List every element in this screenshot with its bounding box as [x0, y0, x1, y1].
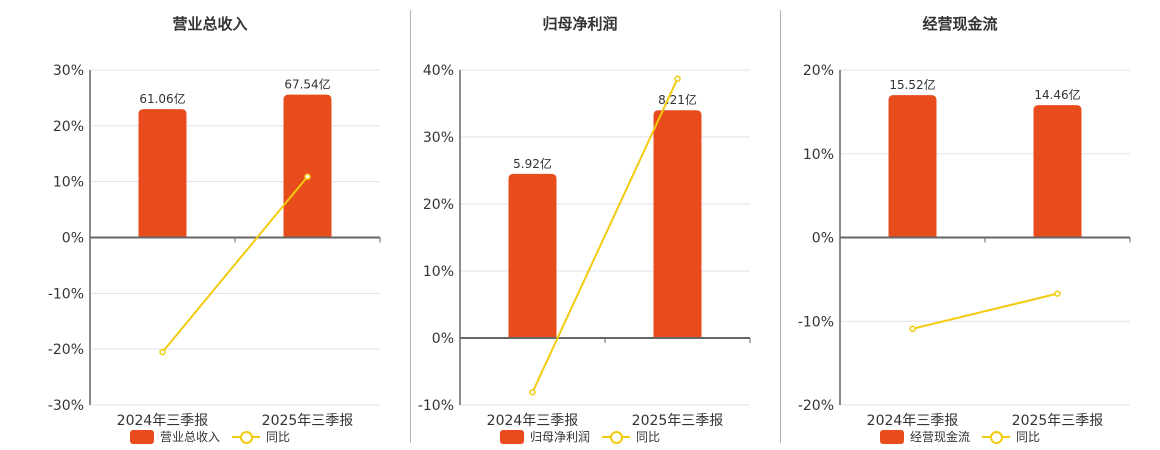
y-tick-label: 0%	[432, 331, 454, 347]
y-tick-label: 20%	[803, 63, 834, 79]
y-tick-label: -20%	[48, 342, 84, 358]
chart-title: 归母净利润	[542, 15, 618, 33]
legend-line-label[interactable]: 同比	[636, 430, 661, 444]
x-category-label: 2025年三季报	[1012, 413, 1104, 429]
legend-line-label[interactable]: 同比	[266, 430, 291, 444]
yoy-line	[161, 176, 309, 353]
y-tick-label: -10%	[798, 314, 834, 330]
legend-line-marker-icon[interactable]	[232, 430, 260, 444]
bar	[283, 94, 332, 238]
y-tick-label: -30%	[48, 398, 84, 414]
bar	[138, 109, 187, 238]
legend-bar-label[interactable]: 归母净利润	[529, 430, 590, 444]
bar-value-label: 8.21亿	[658, 92, 697, 107]
yoy-point-icon	[159, 348, 166, 356]
y-tick-label: 30%	[53, 63, 84, 79]
legend-bar-swatch-icon[interactable]	[499, 429, 524, 444]
legend-bar-label[interactable]: 经营现金流	[909, 430, 970, 444]
x-category-label: 2024年三季报	[117, 413, 209, 429]
chart-panel-revenue: 营业总收入 30% 20% 10% 0% -10% -20% -30% 61.06亿 67.54…	[25, 0, 395, 450]
bar-value-label: 14.46亿	[1034, 87, 1080, 102]
y-tick-label: 20%	[53, 119, 84, 135]
bar-value-label: 5.92亿	[513, 156, 552, 171]
y-tick-label: 40%	[423, 63, 454, 79]
chart-plot: 40% 30% 20% 10% 0% -10% 5.92亿 8.21亿 2024年三季报 2025…	[418, 63, 751, 429]
y-tick-label: 10%	[803, 147, 834, 163]
legend-line-label[interactable]: 同比	[1016, 430, 1041, 444]
bar-value-label: 61.06亿	[139, 91, 185, 106]
yoy-line	[531, 78, 679, 393]
legend-bar-swatch-icon[interactable]	[879, 429, 904, 444]
y-tick-label: 0%	[62, 231, 84, 247]
legend-bar-swatch-icon[interactable]	[129, 429, 154, 444]
yoy-point-icon	[909, 325, 916, 333]
bar	[1033, 105, 1082, 238]
yoy-point-icon	[304, 173, 311, 180]
bar	[508, 173, 557, 338]
y-tick-label: 0%	[812, 231, 834, 247]
chart-panel-operating-cashflow: 经营现金流 20% 10% 0% -10% -20% 15.52亿 14.46亿 2024年三…	[775, 0, 1145, 450]
yoy-point-icon	[1054, 290, 1061, 297]
yoy-point-icon	[674, 75, 681, 82]
yoy-point-icon	[529, 389, 536, 396]
bar-value-label: 15.52亿	[889, 77, 935, 92]
chart-plot: 30% 20% 10% 0% -10% -20% -30% 61.06亿 67.54亿 2024年…	[48, 63, 381, 429]
y-tick-label: 30%	[423, 130, 454, 146]
y-tick-label: 10%	[53, 175, 84, 191]
bar	[653, 110, 702, 338]
x-category-label: 2024年三季报	[487, 413, 579, 429]
y-tick-label: -10%	[48, 286, 84, 302]
x-category-label: 2024年三季报	[867, 413, 959, 429]
legend-bar-label[interactable]: 营业总收入	[159, 430, 220, 444]
legend-line-marker-icon[interactable]	[602, 430, 630, 444]
legend: 归母净利润 同比	[395, 428, 765, 445]
y-tick-label: -10%	[418, 398, 454, 414]
y-tick-label: 10%	[423, 264, 454, 280]
yoy-line	[912, 292, 1058, 330]
y-tick-label: -20%	[798, 398, 834, 414]
legend: 经营现金流 同比	[775, 428, 1145, 445]
chart-plot: 20% 10% 0% -10% -20% 15.52亿 14.46亿 2024年三季报 2025…	[798, 63, 1131, 429]
bar-value-label: 67.54亿	[284, 77, 330, 92]
x-category-label: 2025年三季报	[262, 413, 354, 429]
chart-title: 营业总收入	[172, 15, 248, 33]
panel-divider	[410, 10, 411, 443]
y-tick-label: 20%	[423, 197, 454, 213]
chart-panel-net-profit: 归母净利润 40% 30% 20% 10% 0% -10% 5.92亿 8.21亿 2024年三…	[395, 0, 765, 450]
chart-title: 经营现金流	[922, 15, 998, 33]
bar	[888, 95, 937, 238]
x-category-label: 2025年三季报	[632, 413, 724, 429]
legend-line-marker-icon[interactable]	[982, 430, 1010, 444]
legend: 营业总收入 同比	[25, 428, 395, 445]
panel-divider	[780, 10, 781, 443]
